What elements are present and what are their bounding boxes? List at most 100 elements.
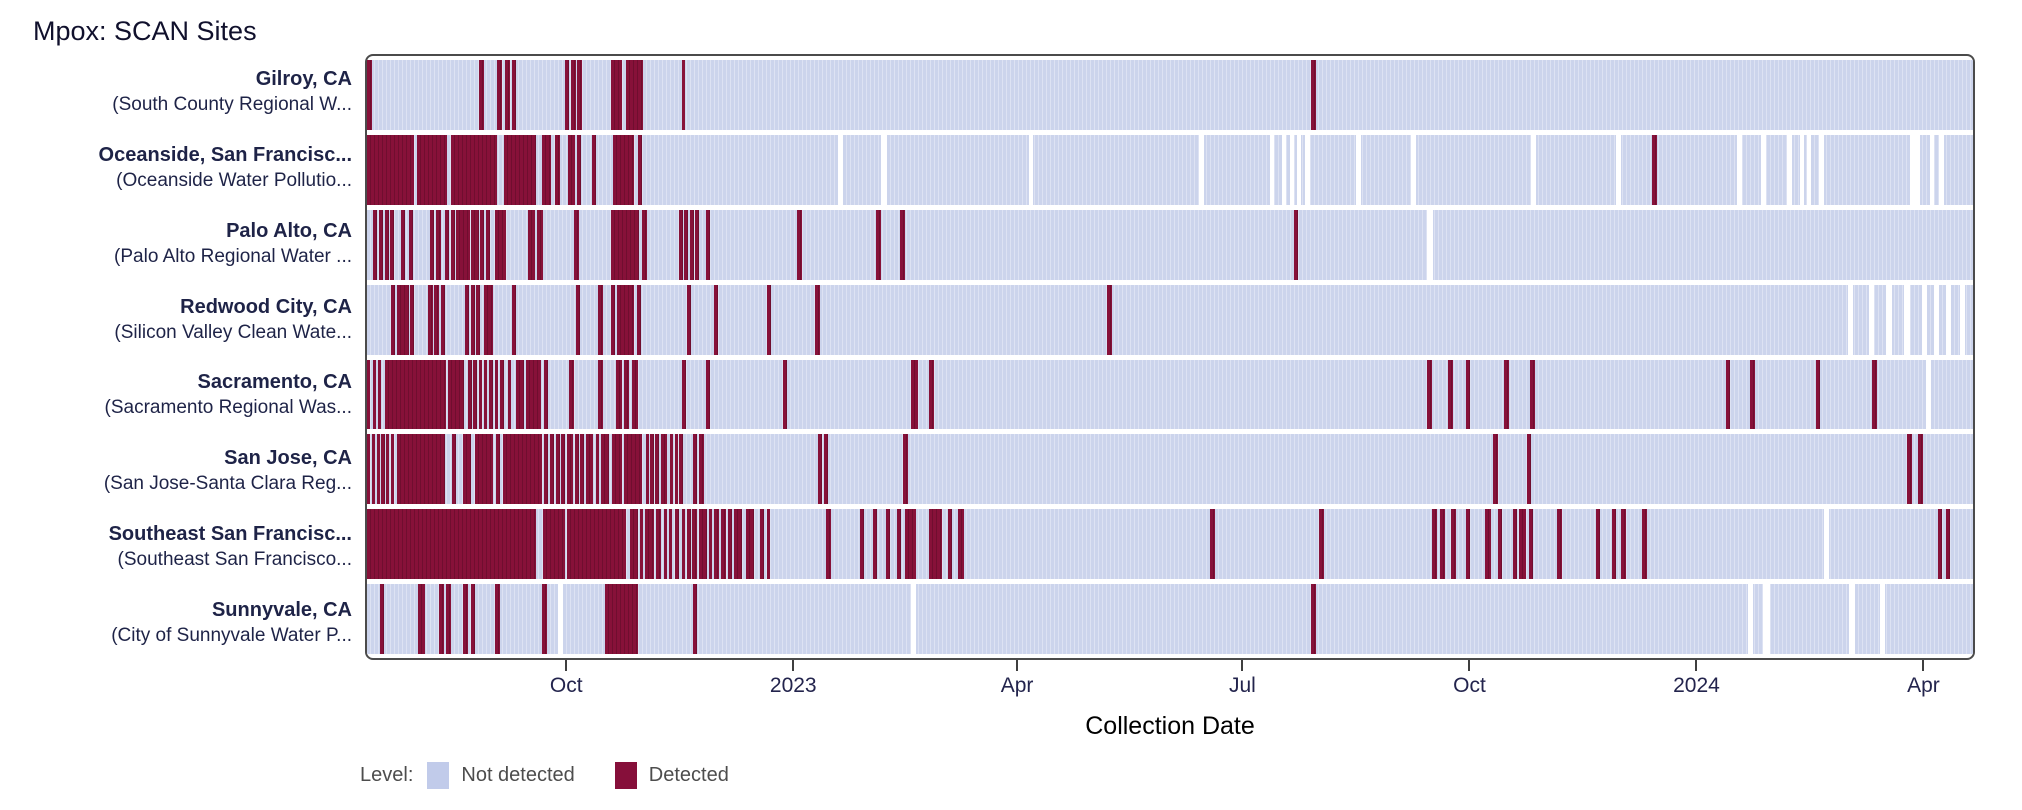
detected-stripe [416,134,448,205]
site-labels-column: Gilroy, CA (South County Regional W... Oce… [0,54,352,660]
axis-tick-mark [792,660,795,671]
nodata-gap [1921,284,1928,355]
detected-stripe [905,509,917,580]
detected-stripe [478,359,483,430]
site-facility: (Oceanside Water Pollutio... [116,170,352,192]
nodata-gap [1290,134,1295,205]
detected-stripe [664,509,668,580]
detected-stripe [396,434,445,505]
site-facility: (Silicon Valley Clean Wate... [114,321,352,343]
detected-stripe [440,284,446,355]
detected-stripe [554,134,560,205]
axis-tick-mark [1468,660,1471,671]
detected-stripe [1465,509,1471,580]
detected-stripe [1426,359,1432,430]
detected-stripe [1451,509,1456,580]
detected-stripe [1210,509,1215,580]
detected-stripe [759,509,765,580]
detected-stripe [1945,509,1950,580]
detected-stripe [860,509,865,580]
detected-stripe [1311,584,1317,654]
detected-stripe [766,284,772,355]
nodata-gap [1945,284,1951,355]
legend-item-detected: Detected [614,762,729,789]
detected-stripe [591,134,597,205]
detected-stripe [611,209,640,280]
detected-stripe [390,209,395,280]
detected-stripe [527,209,535,280]
detected-stripe [698,509,707,580]
site-label: Oceanside, San Francisc... (Oceanside Wat… [0,130,352,206]
detected-stripe [660,434,668,505]
detected-stripe [1595,509,1601,580]
site-city: Southeast San Francisc... [108,522,352,545]
detected-stripe [485,209,491,280]
row-strip [367,209,1973,280]
detected-stripe [797,209,802,280]
detected-stripe [611,434,622,505]
row-strip [367,134,1973,205]
detected-stripe [367,434,371,505]
detected-stripe [595,434,600,505]
legend-title: Level: [360,764,414,786]
detected-stripe [434,284,439,355]
row-strip [367,284,1973,355]
axis-tick-mark [1016,660,1019,671]
detected-stripe [674,509,680,580]
nodata-gap [1806,134,1811,205]
detected-stripe [818,434,823,505]
nodata-gap [1786,134,1792,205]
detected-stripe [386,434,390,505]
detected-stripe [489,359,493,430]
site-city: Gilroy, CA [255,68,352,91]
detected-stripe [678,209,683,280]
detected-stripe [823,434,828,505]
detected-stripe [511,60,517,130]
detected-stripe [625,60,644,130]
detected-stripe [436,209,441,280]
detected-stripe [929,359,934,430]
detected-stripe [681,60,686,130]
detected-stripe [505,60,510,130]
x-axis: Oct 2023 Apr Jul Oct 2024 Apr [365,660,1975,706]
nodata-gap [1879,584,1885,654]
detected-stripe [371,434,376,505]
detected-stripe [479,60,485,130]
site-facility: (San Jose-Santa Clara Reg... [103,473,352,495]
site-facility: (Palo Alto Regional Water ... [114,245,352,267]
detected-stripe [601,434,610,505]
detected-stripe [384,359,446,430]
detected-stripe [470,584,475,654]
nodata-gap [1198,134,1204,205]
detected-stripe [1642,509,1647,580]
detected-stripe [611,60,623,130]
detected-stripe [1907,434,1912,505]
detected-stripe [713,509,719,580]
nodata-gap [1939,134,1945,205]
detected-stripe [782,359,788,430]
detected-stripe [446,584,451,654]
detected-stripe [542,584,547,654]
nodata-gap [880,134,887,205]
nodata-gap [1410,134,1416,205]
axis-tick-label: Apr [1907,674,1940,697]
detected-stripe [693,584,698,654]
detected-stripe [470,284,475,355]
detected-stripe [439,584,444,654]
detected-stripe [692,509,698,580]
row-strip [367,509,1973,580]
detected-stripe [408,209,414,280]
axis-tick-label: Oct [1453,674,1486,697]
not-detected-swatch [427,762,450,789]
detected-stripe [484,284,494,355]
detected-stripe [566,509,627,580]
nodata-gap [1868,284,1875,355]
detected-swatch [614,762,637,789]
nodata-gap [1929,134,1935,205]
row-strip [367,359,1973,430]
detected-stripe [695,209,700,280]
nodata-gap [1903,284,1910,355]
site-city: San Jose, CA [224,447,352,470]
detected-stripe [1526,434,1532,505]
